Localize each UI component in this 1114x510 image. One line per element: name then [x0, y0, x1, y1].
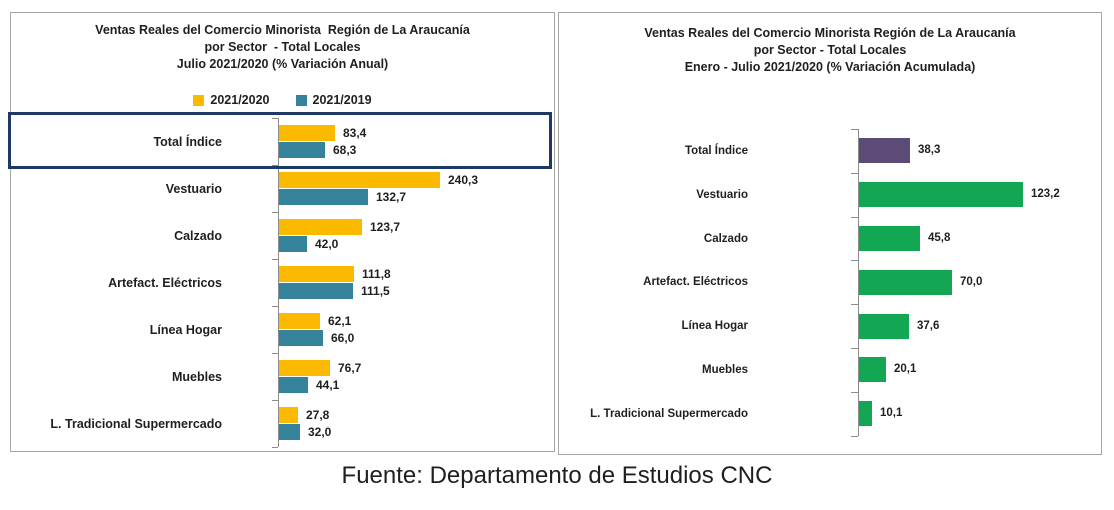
chart-title-line-1: Ventas Reales del Comercio Minorista Reg…	[644, 26, 1016, 40]
category-label: Muebles	[701, 364, 748, 376]
value-label: 44,1	[316, 378, 340, 392]
value-label: 123,2	[1031, 188, 1060, 200]
axis-tick	[272, 118, 278, 119]
bar-2021-2019	[279, 236, 307, 252]
value-label: 10,1	[880, 407, 903, 419]
value-label: 132,7	[376, 190, 407, 204]
axis-tick	[851, 392, 858, 393]
value-bar	[859, 138, 910, 163]
chart-title-line-2: por Sector - Total Locales	[204, 40, 361, 54]
category-label: Total Índice	[153, 134, 222, 149]
bar-2021-2020	[279, 360, 330, 376]
left-chart-panel: Ventas Reales del Comercio Minorista Reg…	[8, 12, 555, 452]
bar-2021-2019	[279, 189, 368, 205]
chart-title-line-3: Julio 2021/2020 (% Variación Anual)	[176, 57, 389, 71]
category-label: Artefact. Eléctricos	[108, 275, 222, 290]
value-label: 76,7	[338, 361, 362, 375]
category-label: Vestuario	[696, 189, 748, 201]
axis-tick	[272, 259, 278, 260]
axis-tick	[851, 304, 858, 305]
legend-item: 2021/2019	[295, 93, 372, 107]
value-label: 42,0	[315, 237, 339, 251]
axis-tick	[272, 447, 278, 448]
value-label: 70,0	[960, 276, 983, 288]
chart-title-line-1: Ventas Reales del Comercio Minorista Reg…	[95, 23, 470, 37]
axis-tick	[272, 400, 278, 401]
value-label: 123,7	[370, 220, 401, 234]
axis-tick	[272, 212, 278, 213]
chart-title-line-3: Enero - Julio 2021/2020 (% Variación Acu…	[684, 60, 976, 74]
bar-2021-2020	[279, 219, 362, 235]
value-label: 27,8	[306, 408, 330, 422]
value-label: 32,0	[308, 425, 332, 439]
category-label: Línea Hogar	[681, 320, 748, 332]
bar-2021-2019	[279, 330, 323, 346]
total-indice-highlight-box	[8, 112, 552, 169]
legend-swatch-2021-2020	[193, 94, 205, 106]
category-label: Artefact. Eléctricos	[643, 276, 748, 288]
right-chart-plot-area: Total Índice 38,3 Vestuario 123,2 Calzado 45,…	[559, 13, 1101, 454]
value-bar	[859, 226, 920, 251]
value-label: 66,0	[331, 331, 355, 345]
category-axis	[858, 129, 859, 436]
bar-2021-2019	[279, 283, 353, 299]
right-chart-panel: Ventas Reales del Comercio Minorista Reg…	[558, 12, 1102, 455]
category-label: Total Índice	[684, 145, 748, 157]
value-bar	[859, 357, 886, 382]
value-label: 68,3	[333, 143, 357, 157]
axis-tick	[851, 436, 858, 437]
value-bar	[859, 401, 872, 426]
bar-2021-2020	[279, 266, 354, 282]
chart-title-line-2: por Sector - Total Locales	[753, 43, 907, 57]
category-label: Vestuario	[165, 181, 222, 196]
axis-tick	[272, 165, 278, 166]
value-bar	[859, 270, 952, 295]
axis-tick	[272, 306, 278, 307]
value-label: 83,4	[343, 126, 367, 140]
category-label: Muebles	[171, 369, 222, 384]
bar-2021-2019	[279, 142, 325, 158]
value-label: 20,1	[894, 363, 917, 375]
value-bar	[859, 182, 1023, 207]
category-label: L. Tradicional Supermercado	[50, 416, 222, 431]
bar-2021-2020	[279, 125, 335, 141]
chart-title: Ventas Reales del Comercio Minorista Reg…	[559, 13, 1101, 76]
category-axis	[278, 118, 279, 447]
bar-2021-2020	[279, 407, 298, 423]
axis-tick	[851, 173, 858, 174]
chart-title: Ventas Reales del Comercio Minorista Reg…	[11, 13, 554, 73]
value-label: 111,5	[361, 284, 390, 298]
value-bar	[859, 314, 909, 339]
category-label: Calzado	[703, 233, 748, 245]
axis-tick	[851, 129, 858, 130]
value-label: 62,1	[328, 314, 352, 328]
legend-item: 2021/2020	[193, 93, 270, 107]
value-label: 111,8	[362, 267, 391, 281]
legend-label: 2021/2019	[312, 93, 372, 107]
source-text: Fuente: Departamento de Estudios CNC	[341, 462, 773, 489]
legend-swatch-2021-2019	[295, 94, 307, 106]
bar-2021-2019	[279, 377, 308, 393]
axis-tick	[851, 260, 858, 261]
legend: 2021/2020 2021/2019	[11, 93, 554, 107]
value-label: 38,3	[918, 144, 941, 156]
bar-2021-2020	[279, 172, 440, 188]
category-label: Calzado	[174, 228, 222, 243]
bar-2021-2019	[279, 424, 300, 440]
value-label: 37,6	[917, 320, 940, 332]
category-label: Línea Hogar	[149, 322, 222, 337]
value-label: 45,8	[928, 232, 951, 244]
bar-2021-2020	[279, 313, 320, 329]
category-label: L. Tradicional Supermercado	[590, 408, 748, 420]
legend-label: 2021/2020	[210, 93, 270, 107]
axis-tick	[851, 348, 858, 349]
left-chart-plot-area: Total Índice 83,4 68,3 Vestuario 240,3 132,7 C…	[11, 13, 554, 451]
value-label: 240,3	[448, 173, 479, 187]
axis-tick	[272, 353, 278, 354]
axis-tick	[851, 217, 858, 218]
